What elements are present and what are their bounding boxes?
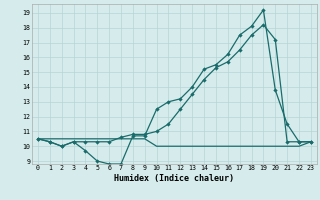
X-axis label: Humidex (Indice chaleur): Humidex (Indice chaleur) xyxy=(115,174,234,183)
